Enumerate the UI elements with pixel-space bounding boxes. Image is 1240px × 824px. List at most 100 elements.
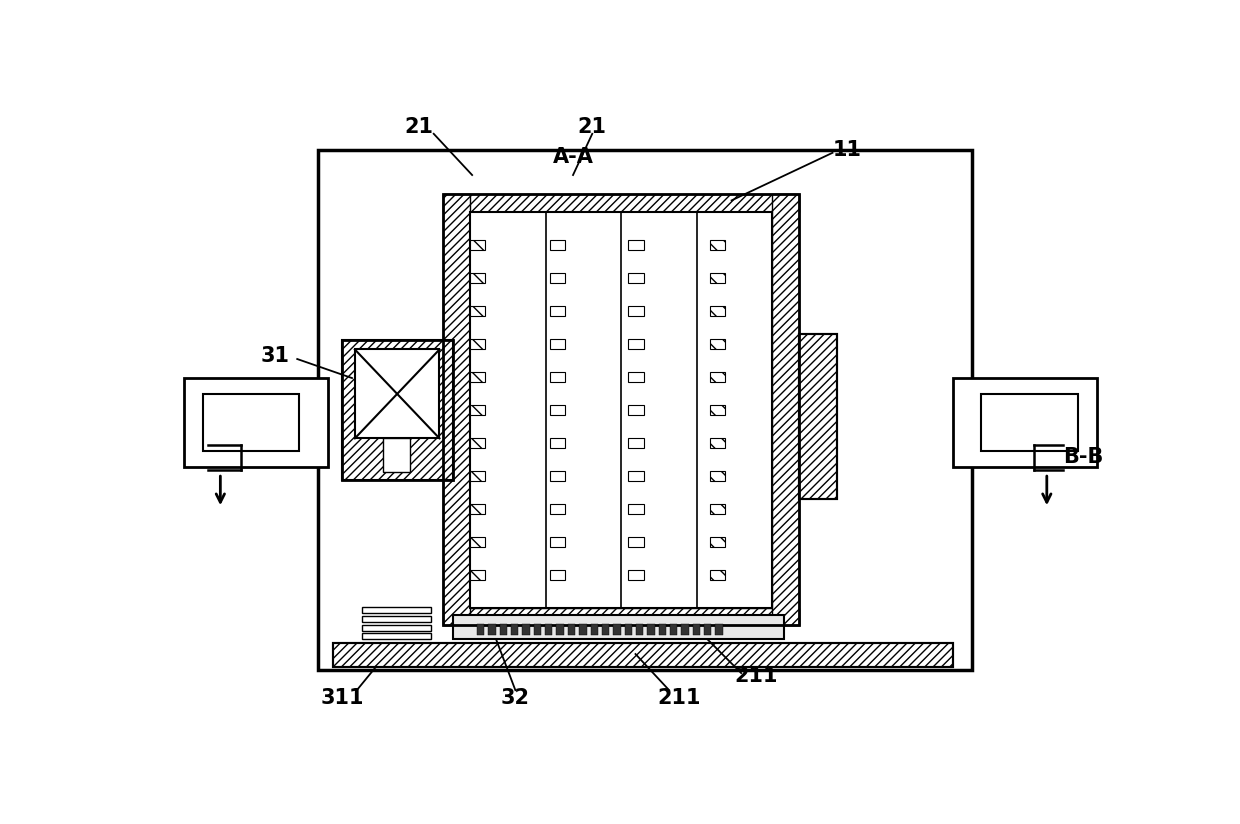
Bar [629, 405, 644, 414]
Text: 211: 211 [657, 689, 701, 709]
Bar [693, 624, 701, 635]
Bar [629, 273, 644, 283]
Bar [629, 438, 644, 448]
Bar [629, 471, 644, 481]
Bar [444, 194, 799, 212]
Bar [470, 405, 485, 414]
Bar [362, 625, 430, 630]
Bar [511, 624, 518, 635]
Bar [711, 536, 725, 547]
Bar [184, 378, 327, 467]
Bar [629, 339, 644, 349]
Bar [477, 624, 485, 635]
Bar [629, 536, 644, 547]
Bar [470, 536, 485, 547]
Bar [355, 349, 439, 438]
Bar [636, 624, 644, 635]
Bar [319, 150, 972, 670]
Bar [444, 194, 799, 625]
Bar [629, 240, 644, 250]
Bar [470, 273, 485, 283]
Bar [629, 503, 644, 514]
Text: 31: 31 [260, 346, 290, 366]
Bar [489, 624, 496, 635]
Bar [715, 624, 723, 635]
Bar [557, 624, 564, 635]
Bar [670, 624, 677, 635]
Bar [799, 334, 837, 499]
Bar [711, 306, 725, 316]
Text: 11: 11 [832, 139, 862, 160]
Bar [342, 340, 453, 480]
Bar [470, 306, 485, 316]
Text: 311: 311 [321, 689, 365, 709]
Bar [551, 339, 565, 349]
Bar [203, 394, 299, 451]
Bar [551, 438, 565, 448]
Bar [362, 607, 430, 613]
Bar [342, 340, 453, 480]
Bar [453, 616, 785, 639]
Bar [704, 624, 712, 635]
Bar [551, 536, 565, 547]
Bar [711, 471, 725, 481]
Text: 32: 32 [501, 689, 529, 709]
Bar [470, 372, 485, 382]
Bar [711, 372, 725, 382]
Bar [470, 212, 773, 608]
Bar [629, 372, 644, 382]
Bar [551, 306, 565, 316]
Bar [444, 194, 470, 625]
Bar [711, 503, 725, 514]
Bar [470, 569, 485, 580]
Bar [601, 624, 609, 635]
Bar [614, 624, 620, 635]
Bar [629, 306, 644, 316]
Bar [711, 339, 725, 349]
Bar [546, 624, 553, 635]
Bar [383, 438, 409, 472]
Bar [551, 569, 565, 580]
Bar [332, 643, 952, 667]
Bar [533, 624, 541, 635]
Bar [647, 624, 655, 635]
Bar [711, 405, 725, 414]
Bar [658, 624, 666, 635]
Bar [982, 394, 1078, 451]
Bar [568, 624, 575, 635]
Bar [629, 569, 644, 580]
Bar [799, 334, 837, 499]
Bar [711, 438, 725, 448]
Text: B-B: B-B [1063, 447, 1104, 467]
Bar [362, 634, 430, 639]
Bar [711, 240, 725, 250]
Bar [362, 616, 430, 622]
Bar [470, 438, 485, 448]
Bar [470, 339, 485, 349]
Bar [470, 240, 485, 250]
Bar [332, 643, 952, 667]
Bar [711, 273, 725, 283]
Text: 21: 21 [404, 118, 434, 138]
Text: A-A: A-A [553, 147, 594, 167]
Bar [681, 624, 688, 635]
Bar [773, 194, 799, 625]
Bar [590, 624, 598, 635]
Bar [551, 240, 565, 250]
Bar [551, 471, 565, 481]
Bar [551, 273, 565, 283]
Bar [500, 624, 507, 635]
Text: 211: 211 [734, 667, 777, 686]
Bar [551, 503, 565, 514]
Bar [470, 503, 485, 514]
Bar [551, 372, 565, 382]
Text: 21: 21 [578, 118, 606, 138]
Bar [711, 569, 725, 580]
Bar [952, 378, 1096, 467]
Bar [522, 624, 529, 635]
Bar [579, 624, 587, 635]
Bar [551, 405, 565, 414]
Bar [470, 471, 485, 481]
Bar [444, 608, 799, 625]
Bar [625, 624, 632, 635]
